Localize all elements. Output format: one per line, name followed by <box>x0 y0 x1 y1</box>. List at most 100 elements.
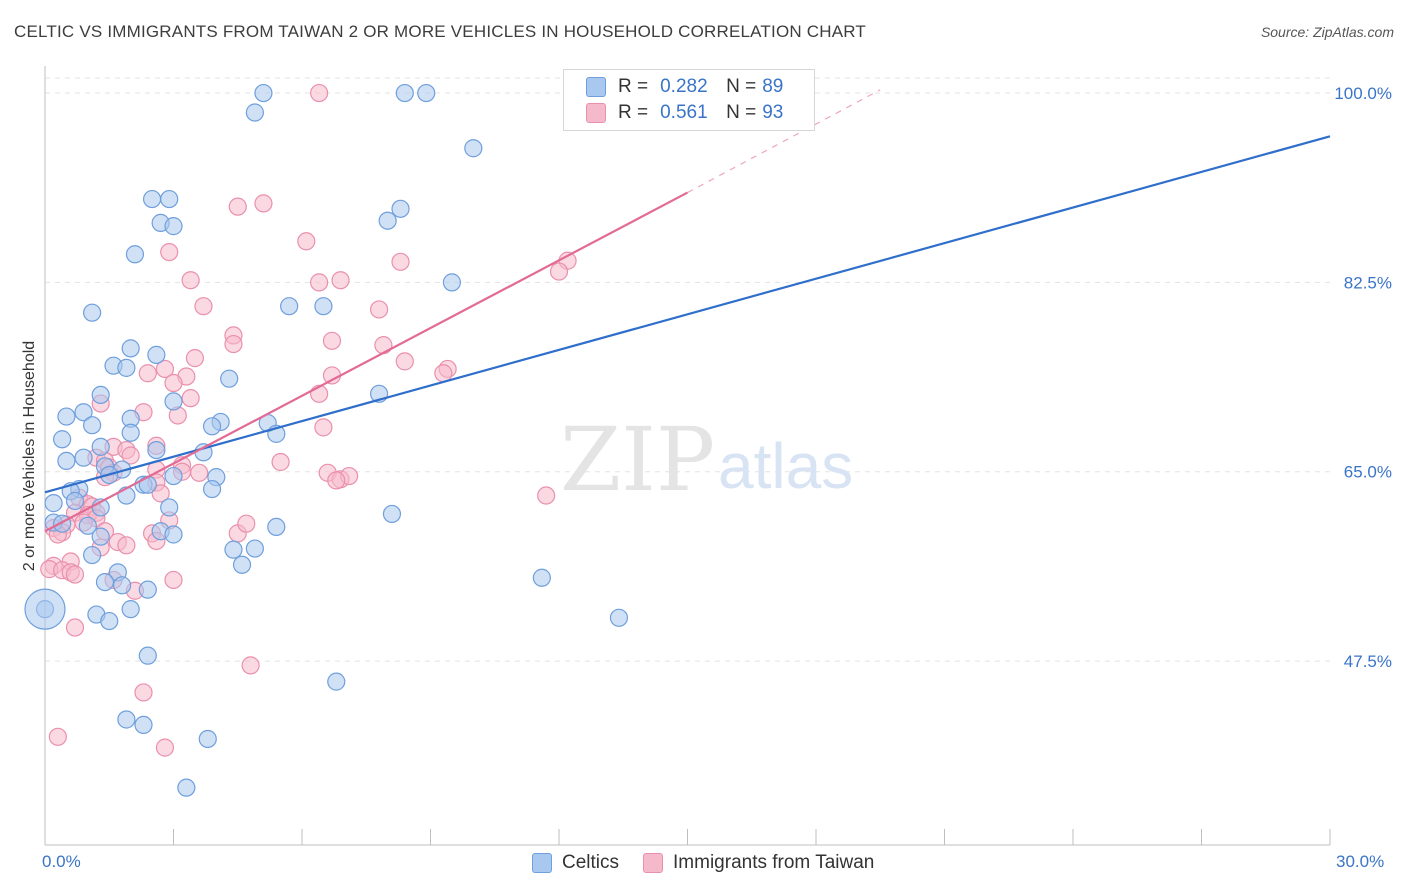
celtics-point-53 <box>160 498 179 517</box>
taiwan-point-25 <box>164 373 183 393</box>
celtics-point-23 <box>164 392 183 411</box>
celtics-point-1 <box>395 83 414 103</box>
celtics-point-11 <box>125 245 145 264</box>
taiwan-point-86 <box>48 727 67 746</box>
legend-item-taiwan[interactable]: Immigrants from Taiwan <box>643 852 874 874</box>
celtics-point-28 <box>202 417 222 436</box>
celtics-point-8 <box>378 211 397 230</box>
legend-r-value: 0.561 <box>660 102 708 123</box>
celtics-point-37 <box>74 448 93 467</box>
gridlines <box>45 77 1330 662</box>
legend-swatch-taiwan <box>643 853 664 873</box>
watermark-zip: ZIP <box>560 408 715 511</box>
celtics-point-58 <box>267 517 286 537</box>
celtics-point-70 <box>138 580 157 599</box>
taiwan-point-85 <box>134 683 153 702</box>
legend-r-label: R = <box>618 102 649 123</box>
celtics-point-76 <box>138 646 157 665</box>
celtics-point-25 <box>57 407 76 426</box>
legend-row-celtics: R = 0.282 N = 89 <box>586 74 783 100</box>
x-tick-label-min: 0.0% <box>42 852 81 871</box>
celtics-point-63 <box>224 540 243 559</box>
celtics-point-22 <box>91 385 110 405</box>
legend-n-value: 89 <box>762 76 784 97</box>
taiwan-point-21 <box>155 359 175 379</box>
legend-row-taiwan: R = 0.561 N = 93 <box>586 100 783 126</box>
celtics-point-16 <box>121 339 140 358</box>
legend-swatch-celtics <box>532 853 552 873</box>
taiwan-point-23 <box>322 366 342 385</box>
taiwan-point-14 <box>322 331 342 350</box>
celtics-point-80 <box>198 729 217 749</box>
taiwan-point-9 <box>310 273 329 292</box>
y-tick-label-3: 100.0% <box>1334 84 1392 103</box>
taiwan-point-2 <box>254 194 273 213</box>
taiwan-point-79 <box>65 565 85 584</box>
celtics-point-45 <box>138 475 157 494</box>
celtics-point-34 <box>91 437 110 456</box>
taiwan-point-28 <box>181 389 200 408</box>
taiwan-point-18 <box>395 352 414 371</box>
celtics-point-46 <box>202 479 222 499</box>
celtics-point-57 <box>78 516 97 535</box>
legend-item-celtics[interactable]: Celtics <box>532 852 619 874</box>
taiwan-point-3 <box>297 232 316 251</box>
taiwan-point-16 <box>374 336 393 355</box>
celtics-point-14 <box>314 297 333 316</box>
series-legend: Celtics Immigrants from Taiwan <box>532 852 898 874</box>
source-credit: Source: ZipAtlas.com <box>1260 24 1394 40</box>
celtics-trend-line <box>44 135 1331 494</box>
taiwan-point-52 <box>537 486 556 505</box>
taiwan-point-17 <box>185 349 205 368</box>
celtics-point-31 <box>121 423 140 442</box>
taiwan-point-84 <box>241 656 260 675</box>
celtics-point-13 <box>280 297 299 316</box>
taiwan-point-31 <box>314 418 333 437</box>
celtics-point-64 <box>245 539 264 558</box>
y-tick-label-1: 65.0% <box>1344 463 1392 482</box>
taiwan-point-20 <box>138 364 157 383</box>
celtics-point-74 <box>609 608 629 627</box>
taiwan-point-44 <box>190 463 209 482</box>
axes <box>44 66 1331 846</box>
legend-r-value: 0.282 <box>660 76 708 97</box>
legend-n-value: 93 <box>762 102 784 123</box>
celtics-point-56 <box>53 514 72 533</box>
taiwan-trend-extension <box>687 89 881 194</box>
celtics-point-7 <box>391 199 410 218</box>
taiwan-point-0 <box>310 83 329 103</box>
celtics-point-3 <box>245 103 264 122</box>
celtics-point-10 <box>164 217 183 236</box>
celtics-point-61 <box>91 527 110 546</box>
celtics-point-78 <box>117 710 136 729</box>
legend-n-label: N = <box>726 102 757 123</box>
celtics-point-77 <box>327 672 346 691</box>
taiwan-point-8 <box>181 271 200 290</box>
taiwan-point-39 <box>271 452 290 472</box>
legend-label-celtics: Celtics <box>562 852 620 873</box>
taiwan-point-48 <box>327 471 346 490</box>
celtics-point-71 <box>121 600 140 619</box>
trend-lines <box>44 89 1331 533</box>
celtics-point-12 <box>442 273 462 292</box>
celtics-point-67 <box>532 568 551 587</box>
celtics-point-15 <box>83 303 102 322</box>
celtics-point-75 <box>100 611 119 631</box>
celtics-point-2 <box>417 83 436 103</box>
x-tick-label-max: 30.0% <box>1336 852 1385 871</box>
celtics-point-50 <box>65 491 85 511</box>
celtics-point-60 <box>164 525 183 544</box>
legend-n-label: N = <box>726 76 757 97</box>
celtics-point-38 <box>57 451 76 471</box>
celtics-point-79 <box>134 715 153 735</box>
celtics-point-68 <box>95 572 115 592</box>
legend-swatch-celtics <box>586 77 606 97</box>
taiwan-point-51 <box>151 484 170 503</box>
legend-swatch-taiwan <box>586 103 606 123</box>
celtics-point-5 <box>142 189 162 209</box>
taiwan-point-63 <box>237 514 256 533</box>
celtics-point-43 <box>164 466 183 486</box>
taiwan-point-15 <box>224 334 243 354</box>
celtics-point-35 <box>147 440 166 460</box>
